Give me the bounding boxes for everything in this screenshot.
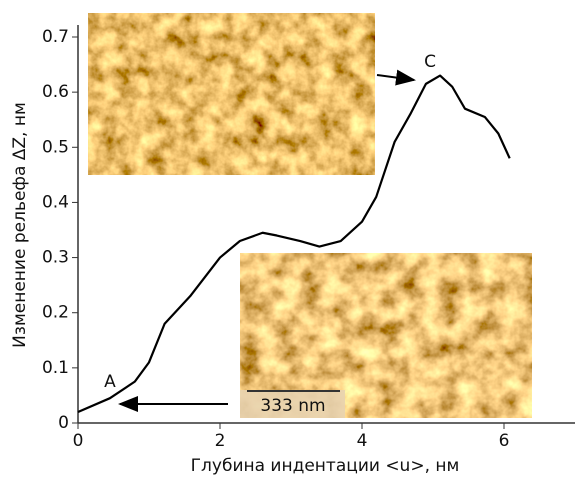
y-tick-label: 0.6 [42, 82, 69, 102]
afm-image-top [88, 13, 375, 175]
y-tick-label: 0.3 [42, 248, 69, 268]
x-tick-label: 0 [73, 431, 84, 451]
y-tick-label: 0 [58, 413, 69, 433]
x-tick-label: 4 [357, 431, 368, 451]
x-tick-label: 2 [215, 431, 226, 451]
x-tick-label: 6 [499, 431, 510, 451]
y-tick-label: 0.4 [42, 192, 69, 212]
scale-bar-label: 333 nm [260, 396, 325, 416]
y-tick-label: 0.7 [42, 27, 69, 47]
annotation: C [424, 52, 436, 72]
chart: Глубина индентации <u>, нм Изменение рел… [0, 0, 579, 479]
annotation: A [104, 372, 116, 392]
arrow-c [377, 75, 414, 80]
y-tick-label: 0.5 [42, 137, 69, 157]
y-axis-label: Изменение рельефа ΔZ, нм [10, 102, 30, 348]
y-tick-label: 0.1 [42, 358, 69, 378]
x-axis-label: Глубина индентации <u>, нм [191, 456, 460, 476]
y-tick-label: 0.2 [42, 303, 69, 323]
